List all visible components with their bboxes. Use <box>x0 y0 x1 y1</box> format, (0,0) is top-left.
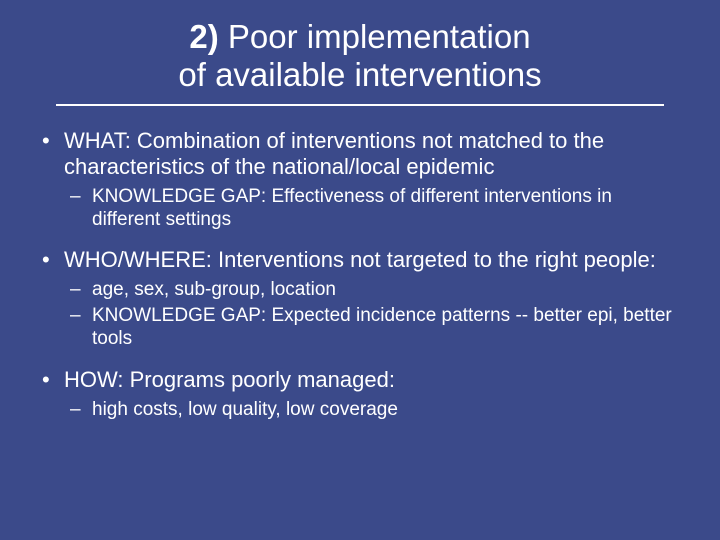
sub-bullet-item: KNOWLEDGE GAP: Effectiveness of differen… <box>64 186 684 232</box>
slide-title: 2) Poor implementation of available inte… <box>56 18 664 106</box>
sub-bullet-list: age, sex, sub-group, location KNOWLEDGE … <box>64 279 684 350</box>
sub-bullet-item: age, sex, sub-group, location <box>64 279 684 302</box>
title-line-2: of available interventions <box>96 56 624 94</box>
bullet-text: WHO/WHERE: Interventions not targeted to… <box>64 247 656 272</box>
bullet-item: WHAT: Combination of interventions not m… <box>36 128 684 232</box>
bullet-text: WHAT: Combination of interventions not m… <box>64 128 604 179</box>
sub-bullet-text: high costs, low quality, low coverage <box>92 399 398 420</box>
sub-bullet-list: high costs, low quality, low coverage <box>64 399 684 422</box>
title-number: 2) <box>189 18 218 55</box>
sub-bullet-text: age, sex, sub-group, location <box>92 279 336 300</box>
sub-bullet-text: KNOWLEDGE GAP: Expected incidence patter… <box>92 305 672 349</box>
sub-bullet-item: high costs, low quality, low coverage <box>64 399 684 422</box>
title-line-1: 2) Poor implementation <box>96 18 624 56</box>
sub-bullet-text: KNOWLEDGE GAP: Effectiveness of differen… <box>92 186 612 230</box>
slide: 2) Poor implementation of available inte… <box>0 0 720 540</box>
bullet-list: WHAT: Combination of interventions not m… <box>36 128 684 422</box>
sub-bullet-list: KNOWLEDGE GAP: Effectiveness of differen… <box>64 186 684 232</box>
sub-bullet-item: KNOWLEDGE GAP: Expected incidence patter… <box>64 305 684 351</box>
bullet-text: HOW: Programs poorly managed: <box>64 367 395 392</box>
bullet-item: WHO/WHERE: Interventions not targeted to… <box>36 247 684 350</box>
title-rest-line1: Poor implementation <box>219 18 531 55</box>
bullet-item: HOW: Programs poorly managed: high costs… <box>36 367 684 422</box>
